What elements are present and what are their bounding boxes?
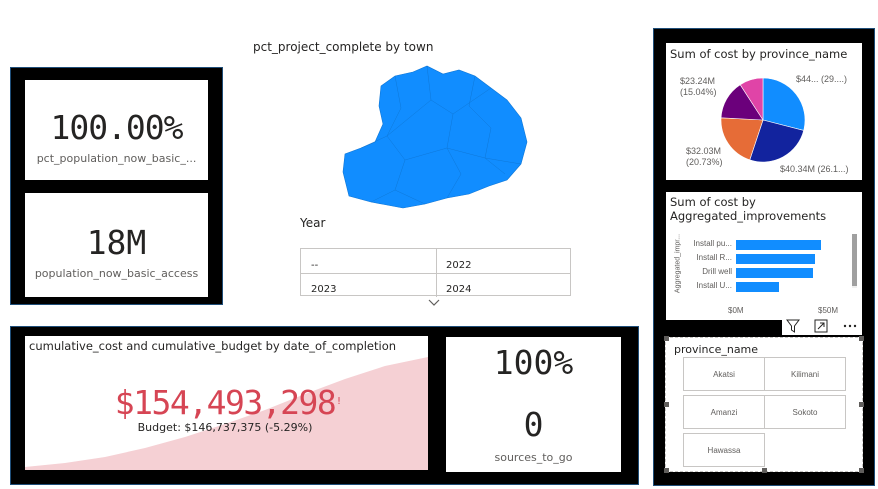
- card-population[interactable]: 18M population_now_basic_access: [25, 193, 208, 297]
- map-region-shape[interactable]: [342, 65, 528, 209]
- bar-x-tick-label: $50M: [818, 306, 839, 315]
- bar-2[interactable]: [736, 254, 816, 264]
- bar-chart-title-line: Sum of cost by Aggregated_improvements: [670, 195, 827, 223]
- province-item-kilimani[interactable]: Kilimani: [764, 357, 846, 391]
- year-slicer: -- 2022 2023 2024: [300, 248, 571, 297]
- resize-handle-bottom-right[interactable]: [859, 468, 864, 473]
- resize-handle-left[interactable]: [664, 402, 669, 407]
- more-options-icon[interactable]: [842, 319, 858, 333]
- resize-handle-top-left[interactable]: [664, 336, 669, 341]
- bar-chart[interactable]: Sum of cost by Aggregated_improvements A…: [666, 192, 862, 320]
- year-option-2022[interactable]: 2022: [446, 260, 472, 271]
- bar-plot-area: Install pu... Install R... Drill well Insta…: [666, 192, 862, 320]
- pie-label-slice-3-pct: (20.73%): [686, 157, 723, 167]
- province-item-sokoto[interactable]: Sokoto: [764, 395, 846, 429]
- bar-category-label: Install U...: [696, 281, 732, 290]
- resize-handle-bottom[interactable]: [762, 468, 767, 473]
- bar-x-tick-label: $0M: [728, 306, 744, 315]
- focus-mode-icon[interactable]: [814, 319, 828, 333]
- bar-category-label: Drill well: [702, 267, 732, 276]
- pie-label-slice-4-value: $23.24M: [680, 76, 716, 86]
- card-population-value: 18M: [86, 222, 147, 262]
- year-option-2024[interactable]: 2024: [446, 284, 472, 295]
- pie-label-slice-1: $44... (29....): [796, 74, 848, 84]
- province-slicer: province_name Akatsi Kilimani Amanzi Sok…: [664, 336, 864, 473]
- bar-scrollbar-thumb[interactable]: [852, 234, 857, 286]
- year-option-2023[interactable]: 2023: [311, 284, 337, 295]
- pie-label-slice-2: $40.34M (26.1...): [780, 164, 849, 174]
- card-sources-label: sources_to_go: [494, 450, 573, 464]
- cumulative-area: [25, 357, 428, 470]
- resize-handle-top-right[interactable]: [859, 336, 864, 341]
- cumulative-area-fill: [25, 357, 428, 470]
- province-item-hawassa[interactable]: Hawassa: [683, 433, 765, 467]
- resize-handle-right[interactable]: [859, 402, 864, 407]
- province-slicer-title: province_name: [674, 343, 759, 356]
- year-slicer-title: Year: [300, 216, 326, 230]
- town-map[interactable]: [335, 62, 535, 212]
- pie-label-slice-4-pct: (15.04%): [680, 87, 717, 97]
- pie-label-slice-3-value: $32.03M: [686, 146, 722, 156]
- province-item-amanzi[interactable]: Amanzi: [683, 395, 765, 429]
- bar-category-label: Install R...: [696, 253, 732, 262]
- bar-3[interactable]: [736, 268, 814, 278]
- card-pct-population-label: pct_population_now_basic_...: [36, 151, 197, 165]
- pie-chart[interactable]: Sum of cost by province_name $44... (29.…: [666, 43, 862, 180]
- filter-icon[interactable]: [786, 319, 800, 333]
- year-slicer-divider-h: [301, 273, 570, 274]
- bar-category-label: Install pu...: [693, 239, 732, 248]
- pie-slice-2[interactable]: [749, 119, 805, 163]
- kpi-alert-marker: !: [337, 396, 342, 407]
- pie-svg: [720, 77, 806, 163]
- map-title: pct_project_complete by town: [253, 40, 434, 54]
- resize-handle-bottom-left[interactable]: [664, 468, 669, 473]
- pie-chart-title: Sum of cost by province_name: [670, 47, 848, 61]
- pie-slice-3[interactable]: [720, 117, 764, 161]
- bar-4[interactable]: [736, 282, 780, 292]
- cumulative-chart-title: cumulative_cost and cumulative_budget by…: [29, 339, 397, 353]
- card-population-label: population_now_basic_access: [34, 266, 199, 280]
- bar-1[interactable]: [736, 240, 821, 250]
- pie-slice-1[interactable]: [762, 77, 806, 131]
- kpi-budget-text: Budget: $146,737,375 (-5.29%): [137, 421, 313, 434]
- map-town-borders: [360, 65, 522, 205]
- card-sources-pct: 100%: [493, 342, 574, 382]
- chevron-down-icon[interactable]: [428, 299, 440, 307]
- kpi-value: $154,493,298: [114, 383, 337, 422]
- province-item-akatsi[interactable]: Akatsi: [683, 357, 765, 391]
- pie-slice-5[interactable]: [739, 77, 764, 122]
- card-sources[interactable]: 100% 0 sources_to_go: [446, 337, 621, 472]
- card-pct-population-value: 100.00%: [50, 107, 183, 147]
- card-sources-value: 0: [523, 404, 544, 444]
- cumulative-chart[interactable]: cumulative_cost and cumulative_budget by…: [25, 336, 428, 470]
- visual-header: [782, 317, 862, 335]
- year-option-blank[interactable]: --: [311, 260, 319, 271]
- card-pct-population[interactable]: 100.00% pct_population_now_basic_...: [25, 80, 208, 180]
